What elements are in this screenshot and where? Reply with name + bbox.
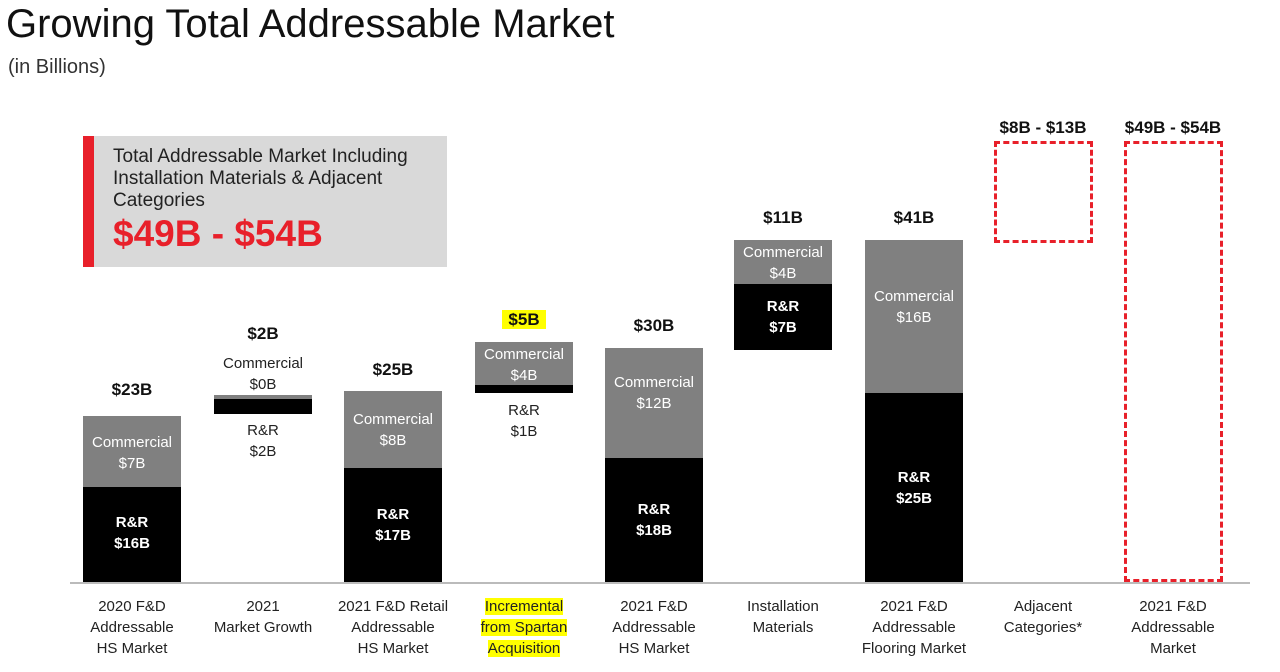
category-label-line: Acquisition (487, 640, 561, 657)
category-label: 2021 F&D Addressable Market (1131, 598, 1215, 657)
commercial-bar-segment (605, 348, 703, 458)
commercial-data-label: Commercial $0B (222, 355, 303, 393)
total-label: $11B (713, 208, 853, 228)
category-label: 2020 F&D Addressable HS Market (90, 598, 174, 657)
total-label: $49B - $54B (1124, 118, 1222, 137)
total-label: $5B (454, 310, 594, 330)
total-label: $8B - $13B (999, 118, 1087, 137)
total-label: $2B (193, 324, 333, 344)
rr-bar-segment (475, 385, 573, 393)
category-label: 2021 F&D Retail Addressable HS Market (337, 598, 449, 657)
category-label: Incremental from Spartan Acquisition (459, 596, 589, 659)
rr-data-label: R&R $1B (508, 402, 540, 440)
rr-data-label: R&R $16B (114, 514, 150, 552)
callout-value: $49B - $54B (113, 213, 323, 254)
total-value: $41B (893, 208, 935, 227)
total-value: $5B (502, 310, 546, 329)
commercial-bar-segment (344, 391, 442, 468)
rr-data-label: R&R $7B (766, 298, 800, 336)
total-label: $41B (844, 208, 984, 228)
rr-data-label: R&R $17B (375, 506, 411, 544)
total-range-box (1124, 141, 1223, 582)
rr-bar-segment (214, 399, 312, 414)
rr-bar-segment (344, 468, 442, 582)
rr-data-label: R&R $2B (247, 422, 279, 460)
commercial-bar-segment (865, 240, 963, 393)
commercial-bar-segment (83, 416, 181, 487)
category-label: 2021 Market Growth (213, 598, 313, 636)
page-title: Growing Total Addressable Market (6, 2, 615, 46)
category-label-line: Incremental (484, 598, 564, 615)
commercial-data-label: Commercial $7B (91, 434, 172, 472)
callout-text: Total Addressable Market Including Insta… (113, 146, 408, 211)
total-value: $30B (633, 316, 675, 335)
commercial-data-label: Commercial $8B (352, 411, 433, 449)
category-label-line: from Spartan (480, 619, 568, 636)
category-label: 2021 F&D Addressable Flooring Market (861, 598, 967, 657)
commercial-data-label: Commercial $4B (483, 346, 564, 384)
x-axis-line (70, 582, 1250, 584)
adjacent-range-box (994, 141, 1093, 243)
commercial-data-label: Commercial $4B (742, 244, 823, 282)
rr-bar-segment (865, 393, 963, 582)
category-label: Adjacent Categories* (1003, 598, 1083, 636)
commercial-bar-segment (475, 342, 573, 385)
total-value: $2B (247, 324, 279, 343)
category-label: 2021 F&D Addressable HS Market (612, 598, 696, 657)
commercial-data-label: Commercial $12B (613, 374, 694, 412)
total-value: $23B (111, 380, 153, 399)
total-label: $30B (584, 316, 724, 336)
rr-bar-segment (734, 284, 832, 350)
rr-bar-segment (83, 487, 181, 582)
rr-bar-segment (605, 458, 703, 582)
rr-data-label: R&R $18B (636, 501, 672, 539)
commercial-bar-segment (734, 240, 832, 284)
page-subtitle: (in Billions) (8, 56, 106, 78)
total-value: $25B (372, 360, 414, 379)
category-label: Installation Materials (747, 598, 819, 636)
commercial-bar-segment (214, 395, 312, 399)
total-label: $23B (62, 380, 202, 400)
tam-callout: Total Addressable Market Including Insta… (83, 136, 447, 267)
total-label: $25B (323, 360, 463, 380)
commercial-data-label: Commercial $16B (873, 288, 954, 326)
rr-data-label: R&R $25B (896, 469, 932, 507)
total-value: $11B (763, 208, 803, 227)
